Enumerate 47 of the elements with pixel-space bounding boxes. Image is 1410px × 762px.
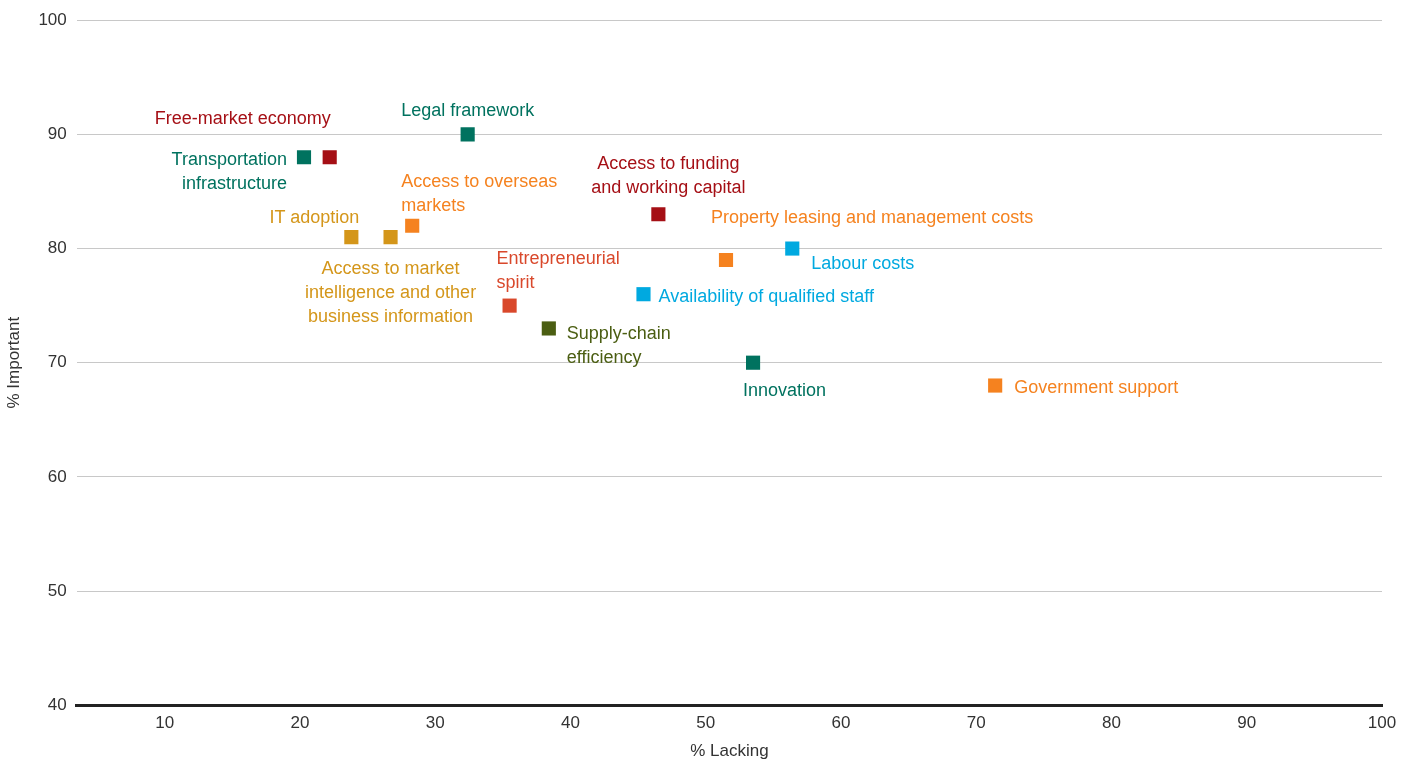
x-tick-label: 70 [966,713,986,733]
series-label: Government support [1014,376,1179,397]
series-label: IT adoption [269,207,360,228]
series-label: Property leasing and management costs [711,206,1034,227]
point [502,298,517,313]
y-tick-label: 70 [47,352,67,372]
y-tick-label: 60 [47,466,67,486]
x-tick-label: 30 [425,713,445,733]
x-tick-label: 90 [1237,713,1257,733]
series-label: Labour costs [811,252,915,273]
y-tick-label: 90 [47,124,67,144]
series-label: Entrepreneurial spirit [496,247,620,292]
point [460,127,475,142]
x-tick-label: 50 [696,713,716,733]
point [383,230,398,245]
series-label: Innovation [743,379,827,400]
point [988,378,1003,393]
series-label: Access to funding and working capital [591,153,746,198]
y-tick-label: 40 [47,694,67,714]
x-tick-label: 60 [831,713,851,733]
series-label: Availability of qualified staff [658,286,875,307]
point [405,218,420,233]
series-label: Legal framework [401,100,536,121]
x-tick-label: 80 [1102,713,1121,733]
y-tick-label: 50 [47,580,67,600]
series-label: Supply-chain efficiency [566,323,671,368]
point [718,252,734,268]
y-tick-label: 80 [47,238,67,258]
y-axis-title: % Important [3,316,23,409]
point [344,230,359,245]
series-label: Transportation infrastructure [171,149,287,194]
point [296,150,312,165]
point [745,355,761,370]
point [636,287,651,302]
x-tick-label: 40 [560,713,580,733]
text: Access to market intelligence and other business information [305,258,477,327]
x-tick-label: 100 [1367,713,1397,733]
y-tick-label: 100 [38,9,67,29]
x-tick-label: 20 [290,713,310,733]
x-axis-title: % Lacking [690,741,769,761]
point [785,241,800,256]
x-tick-label: 10 [155,713,175,733]
point [651,207,666,222]
series-label: Access to overseas markets [401,170,558,215]
point [541,321,556,336]
point [322,150,337,165]
series-label: Free-market economy [154,108,331,129]
